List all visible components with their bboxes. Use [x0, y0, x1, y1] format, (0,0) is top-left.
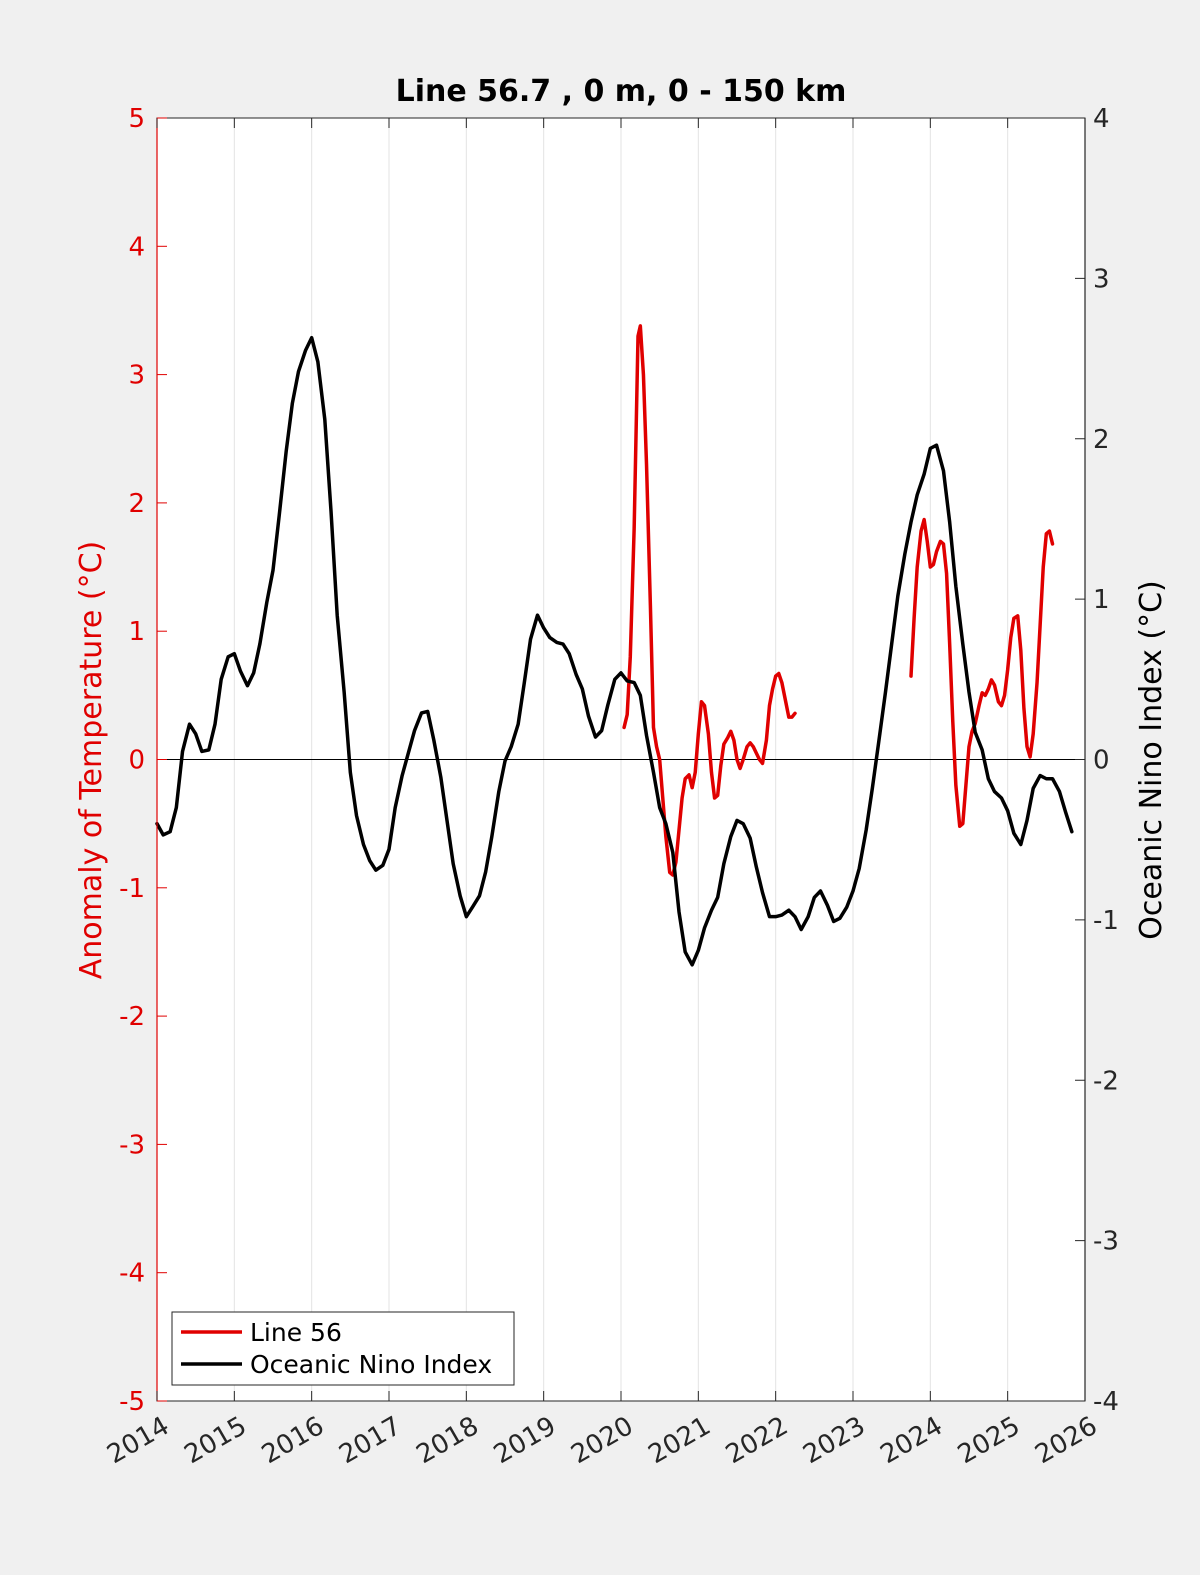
chart-title: Line 56.7 , 0 m, 0 - 150 km — [396, 74, 847, 109]
right-axis-label: Oceanic Nino Index (°C) — [1134, 580, 1169, 940]
y-right-tick-label: -4 — [1093, 1387, 1119, 1417]
y-left-tick-label: -5 — [119, 1387, 145, 1417]
y-left-tick-label: 5 — [128, 104, 145, 134]
y-left-tick-label: 3 — [128, 361, 145, 391]
right-y-axis: 4 3 2 1 0 -1 -2 -3 -4 — [1075, 104, 1119, 1417]
y-right-tick-label: -3 — [1093, 1227, 1119, 1257]
series-layer — [155, 324, 1074, 967]
y-right-tick-label: -2 — [1093, 1066, 1119, 1096]
series-line-oceanic-nino-index-segment-1 — [155, 335, 1074, 967]
y-left-tick-label: 2 — [128, 489, 145, 519]
y-left-tick-label: -2 — [119, 1002, 145, 1032]
y-right-tick-label: 0 — [1093, 746, 1110, 776]
y-left-tick-label: 0 — [128, 746, 145, 776]
y-right-tick-label: 4 — [1093, 104, 1110, 134]
legend-label-oni: Oceanic Nino Index — [250, 1350, 492, 1379]
y-right-tick-label: 3 — [1093, 264, 1110, 294]
y-left-tick-label: -3 — [119, 1130, 145, 1160]
y-left-tick-label: 1 — [128, 617, 145, 647]
left-axis-label: Anomaly of Temperature (°C) — [74, 541, 109, 980]
legend: Line 56 Oceanic Nino Index — [171, 1311, 515, 1386]
y-left-tick-label: -1 — [119, 874, 145, 904]
y-right-tick-label: -1 — [1093, 906, 1119, 936]
legend-label-line-56: Line 56 — [250, 1318, 342, 1347]
series-line-line-56-segment-1 — [622, 324, 797, 877]
y-left-tick-label: -4 — [119, 1259, 145, 1289]
series-line-line-56-segment-2 — [909, 517, 1055, 828]
left-y-axis: 5 4 3 2 1 0 -1 -2 -3 -4 -5 — [119, 104, 167, 1417]
y-right-tick-label: 2 — [1093, 425, 1110, 455]
legend-box — [171, 1311, 515, 1386]
y-left-tick-label: 4 — [128, 232, 145, 262]
y-right-tick-label: 1 — [1093, 585, 1110, 615]
